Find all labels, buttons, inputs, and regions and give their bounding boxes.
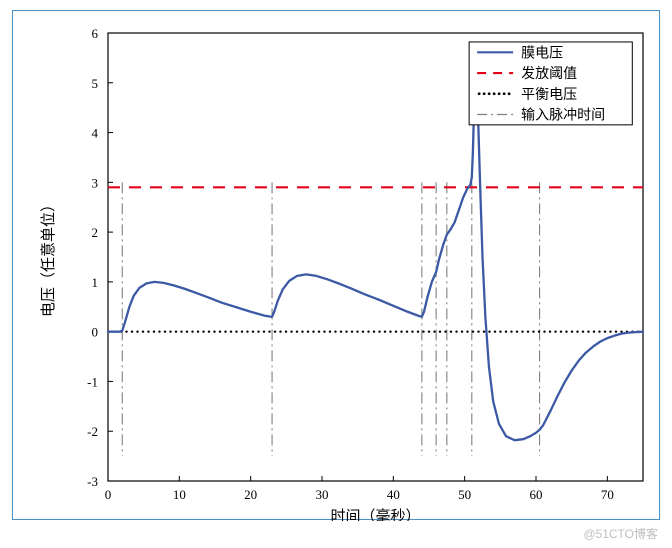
xtick-label: 40 <box>387 487 400 502</box>
legend-label: 膜电压 <box>521 45 563 61</box>
figure-frame: 0 10 20 30 40 50 60 70 -3 -2 -1 0 1 2 3 4 5 6 时间（毫秒） 电压（任意单… <box>0 0 672 548</box>
ytick-label: 4 <box>92 126 99 141</box>
xtick-label: 30 <box>316 487 329 502</box>
ytick-label: 6 <box>92 26 99 41</box>
xtick-label: 0 <box>105 487 112 502</box>
legend: 膜电压发放阈值平衡电压输入脉冲时间 <box>469 42 632 125</box>
xtick-label: 60 <box>530 487 543 502</box>
ytick-label: -3 <box>87 474 98 489</box>
ytick-label: 3 <box>92 175 99 190</box>
xtick-label: 50 <box>458 487 471 502</box>
watermark-text: @51CTO博客 <box>583 525 658 542</box>
xtick-label: 10 <box>173 487 186 502</box>
legend-label: 平衡电压 <box>521 87 577 103</box>
ytick-label: 2 <box>92 225 99 240</box>
xtick-label: 20 <box>244 487 257 502</box>
y-axis-label: 电压（任意单位） <box>39 197 57 317</box>
ytick-label: 0 <box>92 325 99 340</box>
ytick-label: 1 <box>92 275 99 290</box>
chart-border: 0 10 20 30 40 50 60 70 -3 -2 -1 0 1 2 3 4 5 6 时间（毫秒） 电压（任意单… <box>12 10 660 520</box>
ytick-label: -1 <box>87 374 98 389</box>
ytick-label: -2 <box>87 424 98 439</box>
ytick-label: 5 <box>92 76 99 91</box>
chart-canvas: 0 10 20 30 40 50 60 70 -3 -2 -1 0 1 2 3 4 5 6 时间（毫秒） 电压（任意单… <box>13 11 661 521</box>
x-axis-label: 时间（毫秒） <box>330 507 420 521</box>
legend-label: 输入脉冲时间 <box>521 107 605 123</box>
xtick-label: 70 <box>601 487 614 502</box>
legend-label: 发放阈值 <box>521 66 577 82</box>
